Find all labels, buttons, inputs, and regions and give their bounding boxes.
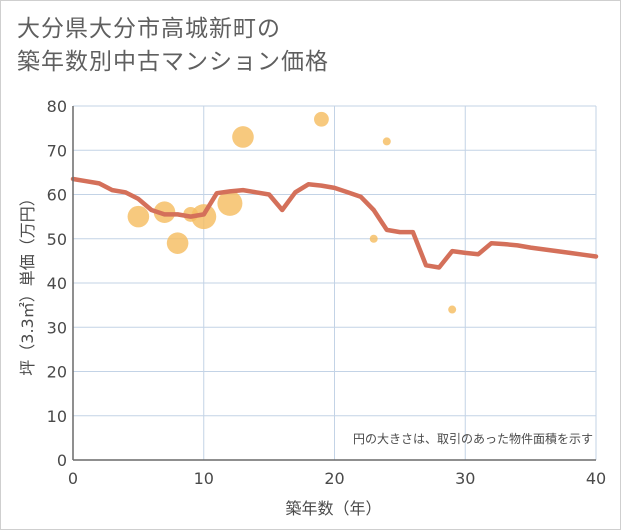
y-tick-label: 80: [47, 97, 67, 116]
chart-title: 大分県大分市高城新町の 築年数別中古マンション価格: [17, 13, 329, 79]
bubble-point: [448, 305, 457, 314]
y-tick-label: 70: [47, 141, 67, 160]
y-tick-label: 30: [47, 318, 67, 337]
axes: 0 10 20 30 40 0 10 20 30 40 50 60 70 80: [47, 97, 607, 488]
bubble-point: [127, 205, 150, 228]
bubble-point: [232, 126, 254, 148]
x-axis-label: 築年数（年）: [285, 499, 381, 518]
size-note: 円の大きさは、取引のあった物件面積を示す: [353, 431, 593, 446]
x-tick-label: 10: [194, 469, 214, 488]
chart-title-line-2: 築年数別中古マンション価格: [17, 49, 329, 75]
bubble-point: [369, 234, 378, 243]
y-tick-label: 0: [57, 451, 67, 470]
y-tick-label: 60: [47, 186, 67, 205]
y-tick-label: 10: [47, 407, 67, 426]
bubble-point: [217, 190, 243, 216]
x-tick-label: 40: [586, 469, 606, 488]
y-axis-label: 坪（3.3㎡）単価（万円）: [18, 190, 37, 375]
line-layer: [70, 176, 599, 270]
x-tick-label: 30: [455, 469, 475, 488]
y-tick-label: 50: [47, 230, 67, 249]
bubble-point: [382, 137, 391, 146]
bubble-point: [166, 232, 189, 254]
average-price-line: [70, 176, 599, 270]
chart-title-line-1: 大分県大分市高城新町の: [17, 16, 281, 42]
y-tick-label: 40: [47, 274, 67, 293]
x-tick-label: 0: [68, 469, 78, 488]
grid-lines: [73, 105, 597, 460]
bubble-point: [314, 111, 329, 127]
y-tick-label: 20: [47, 363, 67, 382]
x-tick-label: 20: [324, 469, 344, 488]
